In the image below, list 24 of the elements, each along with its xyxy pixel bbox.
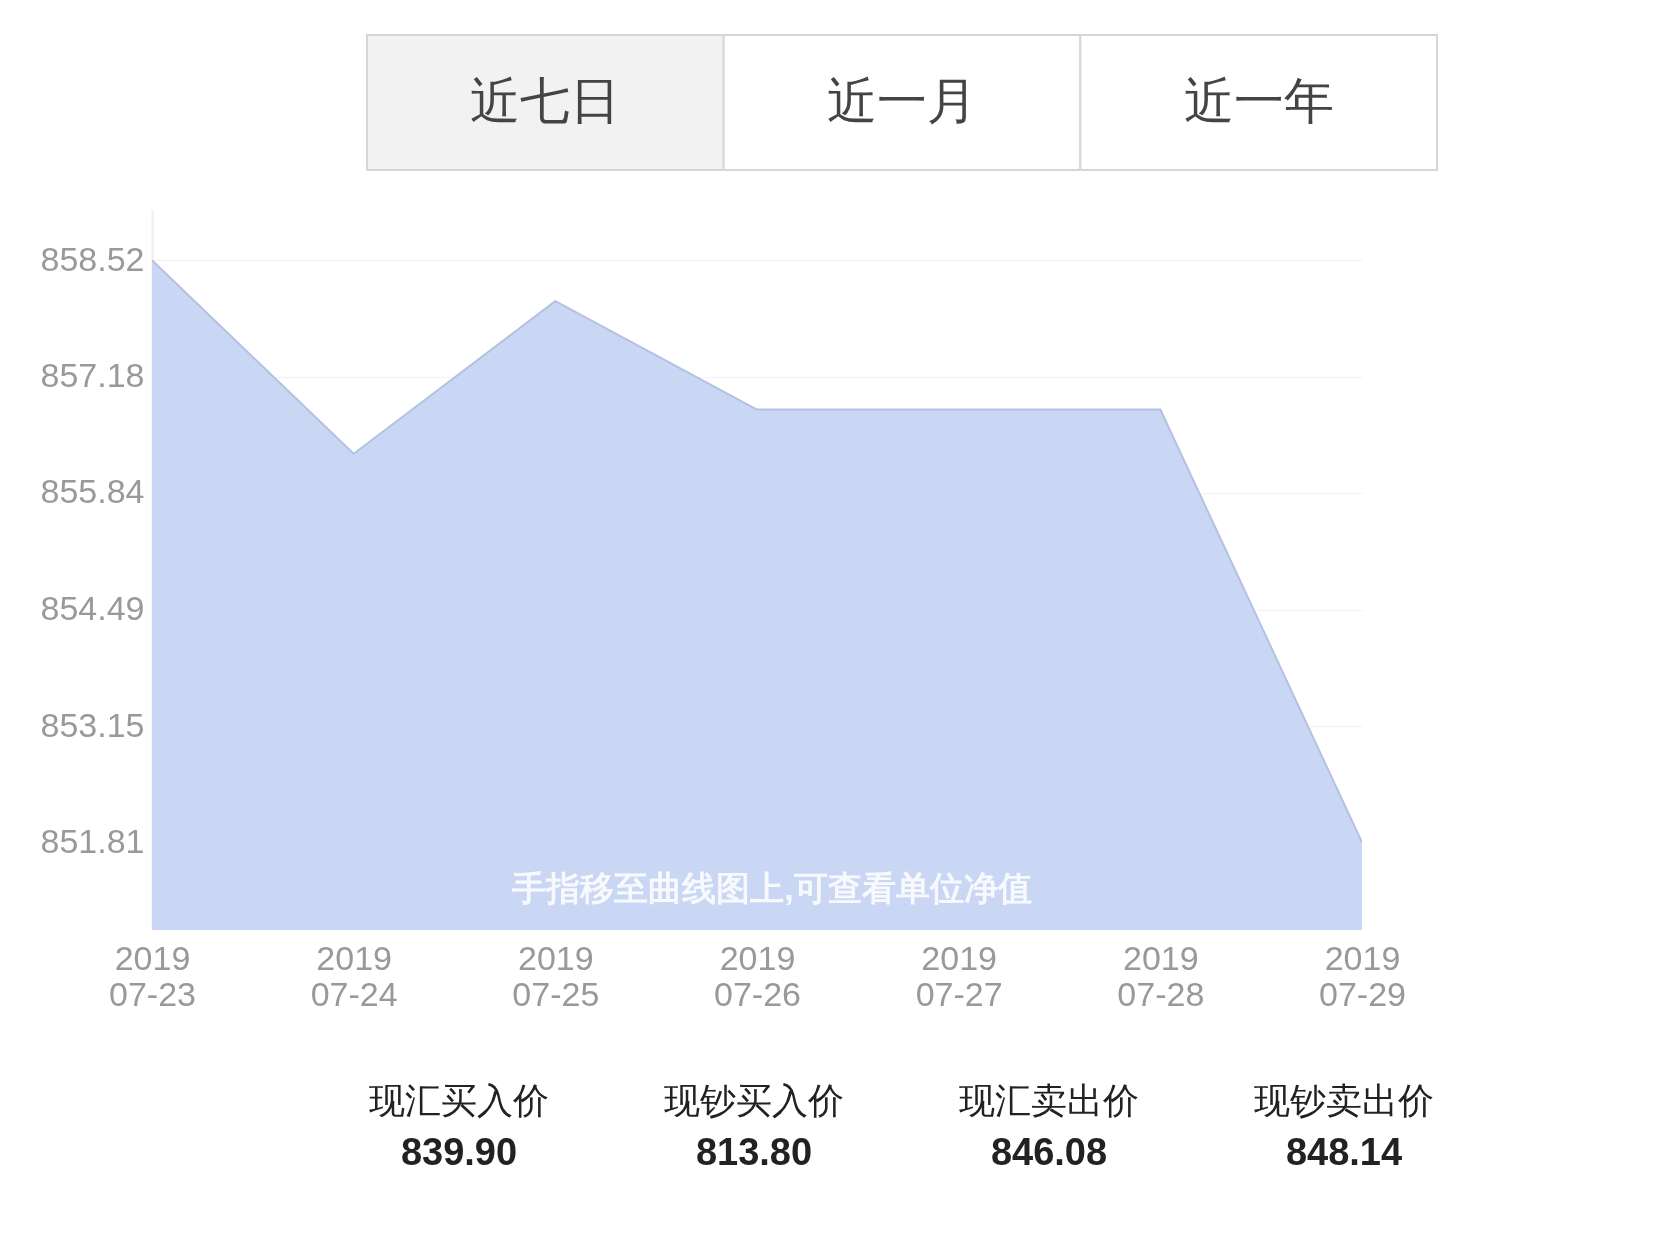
x-tick-label: 2019 07-28: [1117, 938, 1205, 1013]
text: 现汇卖出价: [959, 1080, 1139, 1121]
text: 848.14: [1285, 1131, 1403, 1173]
text: 839.90: [400, 1131, 518, 1173]
y-tick-label: 857.18: [40, 356, 145, 395]
text: 现汇买入价: [369, 1080, 549, 1121]
y-tick-label: 858.52: [40, 239, 145, 278]
text: 846.08: [990, 1131, 1108, 1173]
text: 近七日: [470, 73, 621, 129]
x-tick-label: 2019 07-26: [714, 938, 801, 1013]
y-tick-label: 853.15: [40, 705, 145, 744]
text: 813.80: [695, 1131, 813, 1173]
text: 近一年: [1183, 73, 1334, 129]
text: 现钞卖出价: [1254, 1080, 1434, 1121]
y-tick-label: 854.49: [40, 589, 145, 628]
x-tick-label: 2019 07-24: [310, 938, 398, 1013]
text: 近一月: [827, 73, 977, 129]
x-tick-label: 2019 07-29: [1319, 938, 1406, 1013]
x-tick-label: 2019 07-27: [915, 938, 1003, 1013]
x-tick-label: 2019 07-25: [512, 938, 600, 1013]
text: 现钞买入价: [664, 1080, 844, 1121]
y-tick-label: 855.84: [40, 472, 145, 511]
y-tick-label: 851.81: [40, 821, 145, 860]
x-tick-label: 2019 07-23: [109, 938, 196, 1013]
